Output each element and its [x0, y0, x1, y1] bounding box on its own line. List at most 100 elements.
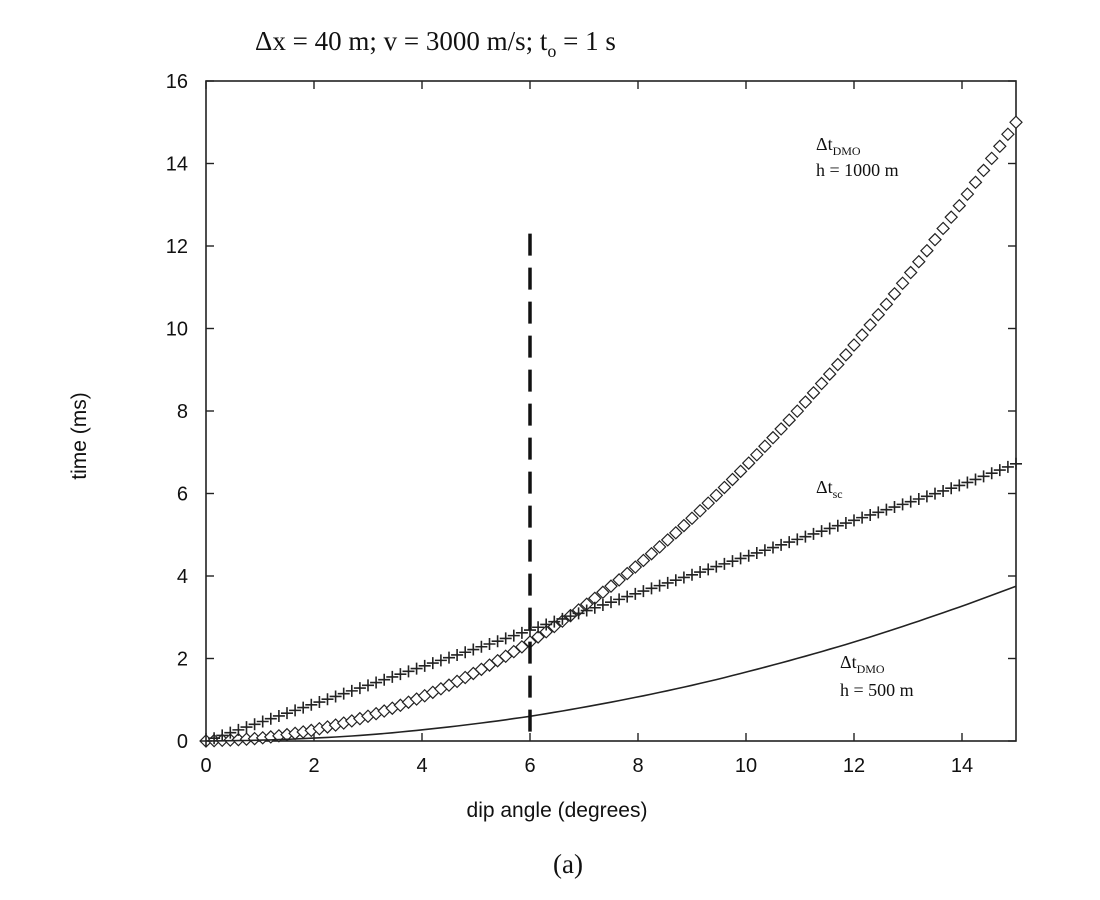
x-tick-label: 10 [735, 755, 757, 777]
series-tsc-point [548, 615, 561, 628]
chart-title: Δx = 40 m; v = 3000 m/s; to = 1 s [255, 26, 616, 61]
series-tsc-point [362, 679, 374, 692]
series-tsc-point [872, 506, 885, 519]
series-dmo1000-point [685, 511, 699, 526]
series-tsc-point [580, 604, 593, 617]
series-tsc-point [896, 498, 909, 511]
y-tick-label: 0 [177, 731, 188, 753]
y-tick-label: 6 [177, 484, 188, 506]
series-tsc-point [661, 576, 674, 589]
series-tsc-point [289, 704, 302, 717]
x-tick-label: 6 [524, 755, 535, 777]
series-tsc-point [929, 487, 941, 500]
series-dmo1000-point [733, 464, 748, 479]
series-dmo1000-point [709, 488, 724, 503]
series-tsc-point [248, 718, 261, 731]
series-label-dmo1000: ΔtDMO h = 1000 m [816, 134, 899, 180]
series-dmo1000-point [928, 232, 942, 247]
series-label-dmo500-h: h = 500 m [840, 680, 914, 700]
series-dmo1000-point [855, 328, 869, 342]
series-tsc-point [953, 479, 966, 492]
series-tsc-point [305, 698, 318, 711]
series-dmo1000-point [628, 560, 643, 574]
series-tsc-point [888, 501, 901, 514]
series-tsc-point [345, 684, 358, 697]
series-dmo1000-point [806, 385, 821, 400]
series-dmo1000-point [539, 624, 554, 639]
series-dmo1000-point [879, 297, 894, 312]
series-dmo1000-point [1009, 115, 1023, 130]
series-dmo1000-point [920, 243, 934, 258]
series-tsc-point [856, 511, 869, 524]
series-tsc-point [815, 525, 828, 538]
series-label-tsc: Δtsc [816, 477, 843, 501]
series-label-dmo500: ΔtDMO h = 500 m [840, 652, 914, 700]
series-tsc-point [718, 557, 731, 570]
series-tsc-point [839, 517, 852, 530]
series-tsc-point [848, 514, 860, 527]
series-dmo1000-point [1001, 127, 1015, 142]
series-tsc-point [394, 668, 407, 681]
series-dmo500-line [205, 585, 1017, 742]
y-tick-label: 16 [166, 71, 188, 93]
x-tick-label: 12 [843, 755, 865, 777]
series-dmo1000-point [717, 480, 732, 495]
series-dmo1000-point [814, 376, 829, 391]
x-tick-label: 0 [200, 755, 211, 777]
series-tsc-point [605, 596, 617, 609]
series-tsc-point [645, 582, 658, 595]
series-tsc-point [985, 467, 998, 480]
series-tsc-point [799, 530, 812, 543]
series-tsc-point [459, 646, 472, 659]
series-dmo1000-point [596, 585, 610, 600]
series-tsc-point [232, 723, 245, 736]
series-dmo1000-point [668, 525, 683, 540]
series-tsc-point [451, 648, 464, 661]
series-tsc-point [467, 643, 480, 656]
series-tsc-point [256, 715, 269, 728]
series-tsc-point [272, 709, 285, 722]
series-tsc-point [1001, 460, 1014, 473]
series-tsc-point [386, 670, 399, 683]
y-axis-label: time (ms) [68, 392, 91, 480]
series-dmo1000-point [774, 422, 788, 436]
series-dmo1000-point [968, 175, 983, 190]
series-dmo1000-point [693, 503, 707, 518]
series-tsc-point [694, 566, 707, 579]
series-tsc-point [556, 612, 569, 625]
series-dmo1000-point [976, 163, 991, 178]
series-tsc-point [499, 632, 512, 645]
series-tsc-point [710, 560, 723, 573]
series-tsc-point [669, 574, 682, 587]
series-label-tsc-title: Δtsc [816, 477, 843, 501]
series-tsc-point [572, 607, 585, 620]
series-tsc-point [329, 690, 342, 703]
series-tsc-point [880, 503, 893, 516]
y-tick-label: 14 [166, 154, 188, 176]
series-tsc-point [969, 473, 982, 486]
series-dmo1000-point [515, 640, 529, 654]
series-dmo1000-point [798, 395, 813, 409]
series-tsc-point [240, 721, 253, 734]
series-dmo1000-point [652, 540, 667, 554]
series-tsc-point [370, 676, 383, 689]
series-tsc-point [904, 495, 917, 508]
series-dmo1000-point [612, 573, 626, 587]
x-tick-label: 14 [951, 755, 973, 777]
series-dmo1000-point [677, 518, 691, 533]
series-tsc-point [515, 626, 528, 639]
series-tsc-point [418, 659, 431, 672]
series-tsc-point [750, 546, 763, 559]
series-tsc-point [613, 593, 626, 606]
series-tsc [200, 457, 1022, 747]
series-tsc-point [767, 541, 779, 554]
series-tsc-point [475, 640, 488, 653]
x-axis-label: dip angle (degrees) [467, 799, 648, 822]
series-dmo1000 [199, 115, 1023, 748]
series-dmo1000-point [887, 286, 902, 301]
series-dmo1000-point [660, 533, 675, 547]
series-tsc-point [629, 587, 642, 600]
series-tsc-point [410, 662, 423, 675]
series-tsc-point [297, 701, 310, 714]
